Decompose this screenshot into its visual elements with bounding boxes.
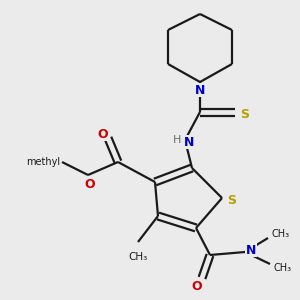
Text: O: O — [192, 280, 202, 292]
Text: N: N — [195, 83, 205, 97]
Text: CH₃: CH₃ — [274, 263, 292, 273]
Text: CH₃: CH₃ — [272, 229, 290, 239]
Text: methyl: methyl — [26, 157, 60, 167]
Text: O: O — [98, 128, 108, 140]
Text: O: O — [85, 178, 95, 190]
Text: H: H — [173, 135, 181, 145]
Text: N: N — [246, 244, 256, 256]
Text: CH₃: CH₃ — [128, 252, 148, 262]
Text: S: S — [241, 107, 250, 121]
Text: N: N — [184, 136, 194, 148]
Text: S: S — [227, 194, 236, 206]
